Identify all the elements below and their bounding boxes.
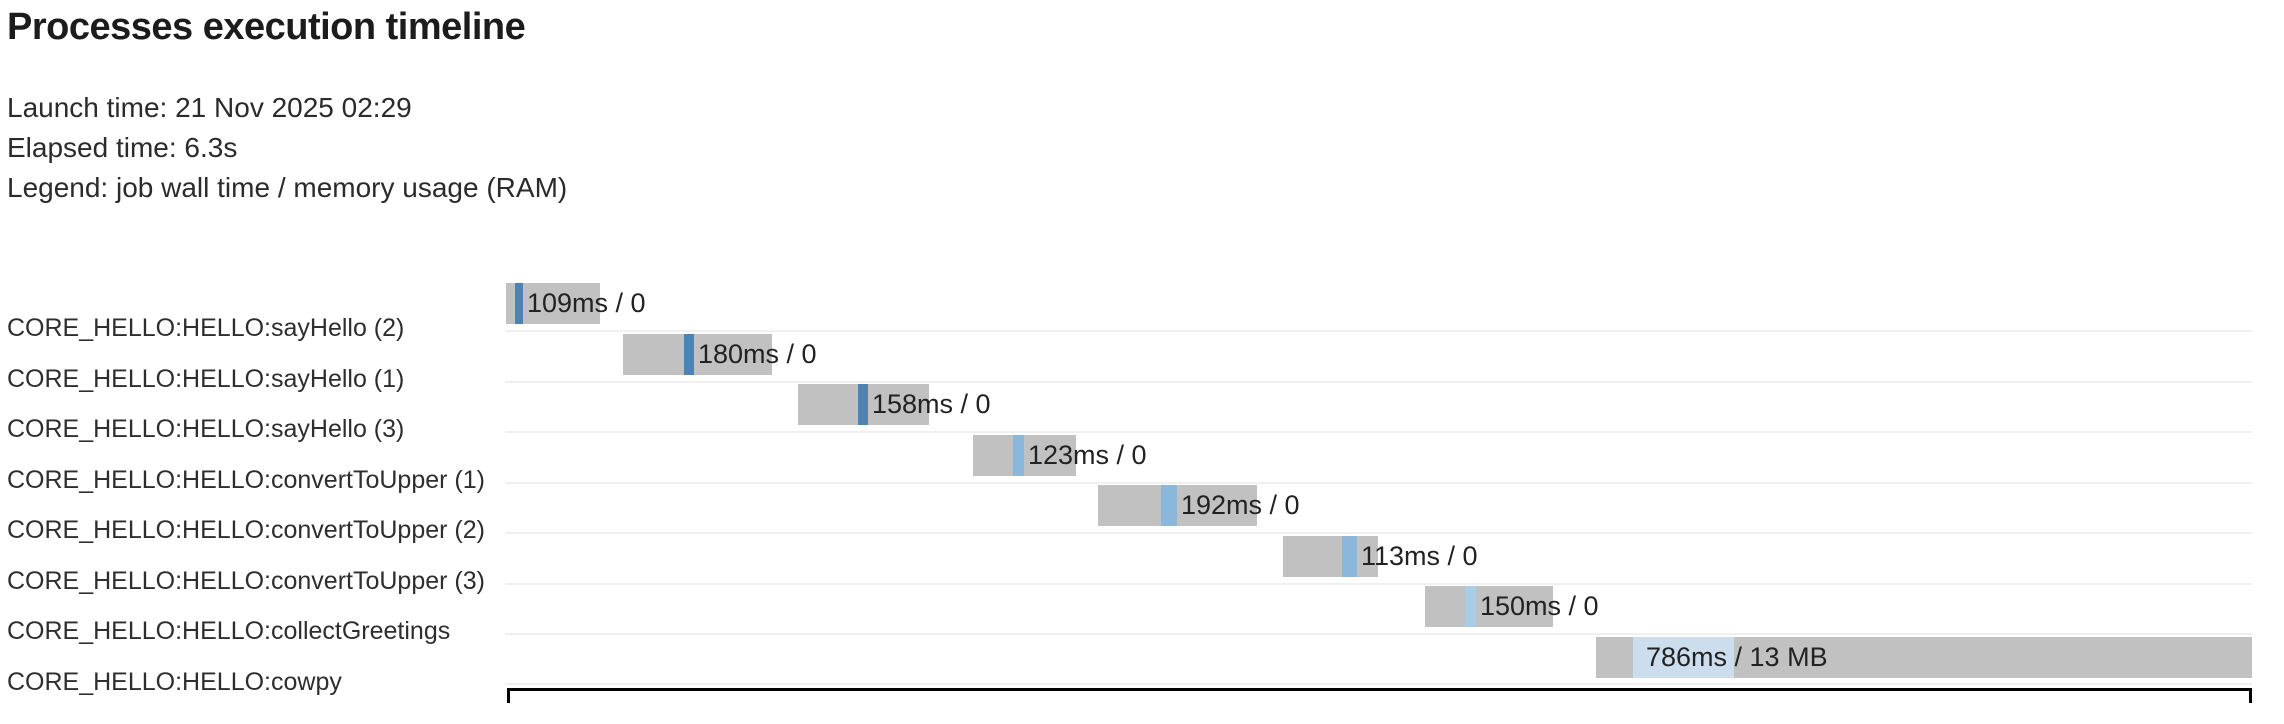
task-bar-label: 113ms / 0 bbox=[1361, 541, 1478, 571]
task-run-segment bbox=[858, 384, 868, 425]
task-bar-label: 123ms / 0 bbox=[1028, 440, 1147, 470]
task-bar-track bbox=[623, 334, 772, 375]
task-bar-label: 180ms / 0 bbox=[698, 339, 817, 369]
row-separator bbox=[505, 431, 2252, 433]
task-bar-track bbox=[1098, 485, 1257, 526]
process-label: CORE_HELLO:HELLO:convertToUpper (1) bbox=[7, 466, 485, 494]
row-separator bbox=[505, 532, 2252, 534]
task-run-segment bbox=[1161, 485, 1177, 526]
process-label: CORE_HELLO:HELLO:convertToUpper (3) bbox=[7, 567, 485, 595]
task-bar-label: 150ms / 0 bbox=[1480, 591, 1599, 621]
row-separator bbox=[505, 583, 2252, 585]
row-separator bbox=[505, 330, 2252, 332]
summary-box bbox=[507, 688, 2252, 703]
elapsed-time-line: Elapsed time: 6.3s bbox=[7, 132, 238, 163]
task-bar-label: 192ms / 0 bbox=[1181, 490, 1300, 520]
task-run-segment bbox=[684, 334, 694, 375]
task-run-segment bbox=[1013, 435, 1024, 476]
task-run-segment bbox=[1633, 637, 1734, 678]
task-bar-label: 786ms / 13 MB bbox=[1646, 642, 1828, 672]
page-title: Processes execution timeline bbox=[7, 6, 526, 48]
report-meta: Launch time: 21 Nov 2025 02:29 Elapsed t… bbox=[7, 88, 567, 208]
task-run-segment bbox=[1465, 586, 1476, 627]
legend-line: Legend: job wall time / memory usage (RA… bbox=[7, 172, 568, 203]
task-run-segment bbox=[515, 283, 523, 324]
row-separator bbox=[505, 633, 2252, 635]
task-bar-label: 109ms / 0 bbox=[527, 288, 646, 318]
task-bar-label: 158ms / 0 bbox=[872, 389, 991, 419]
row-separator bbox=[505, 381, 2252, 383]
task-bar-track bbox=[973, 435, 1076, 476]
process-label: CORE_HELLO:HELLO:sayHello (2) bbox=[7, 314, 405, 342]
process-label: CORE_HELLO:HELLO:collectGreetings bbox=[7, 617, 451, 645]
task-bar-track bbox=[1283, 536, 1378, 577]
process-label: CORE_HELLO:HELLO:sayHello (3) bbox=[7, 415, 405, 443]
task-run-segment bbox=[1342, 536, 1357, 577]
row-separator bbox=[505, 683, 2252, 685]
process-label: CORE_HELLO:HELLO:convertToUpper (2) bbox=[7, 516, 485, 544]
launch-time-line: Launch time: 21 Nov 2025 02:29 bbox=[7, 92, 412, 123]
process-label: CORE_HELLO:HELLO:sayHello (1) bbox=[7, 365, 405, 393]
process-label: CORE_HELLO:HELLO:cowpy bbox=[7, 668, 342, 696]
row-separator bbox=[505, 482, 2252, 484]
task-bar-track bbox=[1425, 586, 1553, 627]
